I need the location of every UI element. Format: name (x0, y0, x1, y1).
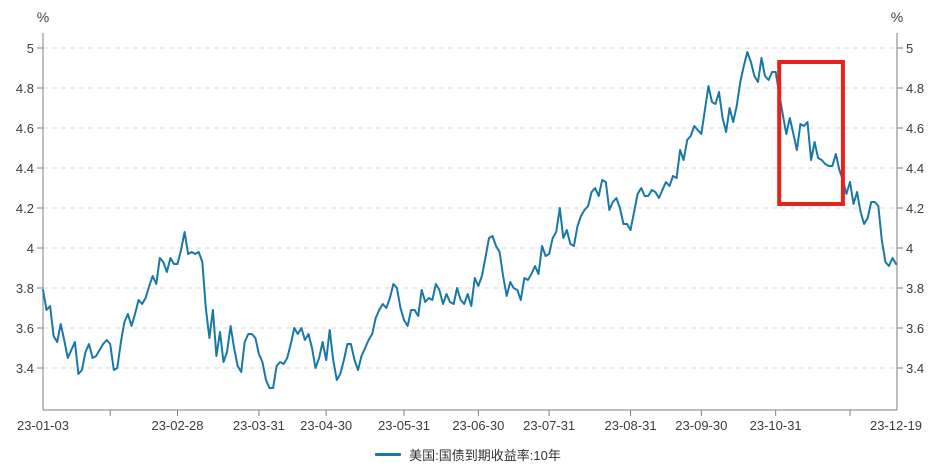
svg-text:4.6: 4.6 (906, 121, 924, 136)
svg-text:23-06-30: 23-06-30 (452, 418, 504, 433)
series-line (42, 51, 897, 389)
svg-text:5: 5 (906, 41, 913, 56)
svg-text:4.2: 4.2 (906, 201, 924, 216)
svg-text:4: 4 (27, 241, 34, 256)
svg-text:23-07-31: 23-07-31 (523, 418, 575, 433)
legend-line-marker (375, 452, 402, 456)
legend-series-label: 美国:国债到期收益率:10年 (409, 447, 561, 463)
svg-text:23-09-30: 23-09-30 (675, 418, 727, 433)
svg-text:23-01-03: 23-01-03 (17, 418, 69, 433)
right-axis-unit-label: % (891, 9, 903, 25)
svg-text:4.8: 4.8 (16, 81, 34, 96)
svg-text:4.2: 4.2 (16, 201, 34, 216)
legend: 美国:国债到期收益率:10年 (0, 444, 936, 464)
svg-text:23-03-31: 23-03-31 (233, 418, 285, 433)
svg-text:4: 4 (906, 241, 913, 256)
svg-text:23-08-31: 23-08-31 (605, 418, 657, 433)
axis-labels: 5 5 4.8 4.8 4.6 4.6 4.4 4.4 4.2 4.2 4 4 3.8 3.8 3.6 3.6… (16, 41, 924, 433)
svg-text:3.6: 3.6 (906, 321, 924, 336)
axes (37, 33, 903, 416)
svg-text:3.8: 3.8 (906, 281, 924, 296)
svg-text:23-12-19: 23-12-19 (870, 418, 922, 433)
svg-text:3.4: 3.4 (906, 361, 924, 376)
grid-lines (43, 47, 897, 369)
svg-text:23-05-31: 23-05-31 (378, 418, 430, 433)
svg-text:3.6: 3.6 (16, 321, 34, 336)
svg-text:23-02-28: 23-02-28 (151, 418, 203, 433)
left-axis-unit-label: % (37, 9, 49, 25)
svg-text:5: 5 (27, 41, 34, 56)
svg-text:4.4: 4.4 (16, 161, 34, 176)
svg-text:23-10-31: 23-10-31 (750, 418, 802, 433)
svg-text:4.8: 4.8 (906, 81, 924, 96)
svg-text:4.6: 4.6 (16, 121, 34, 136)
svg-text:3.4: 3.4 (16, 361, 34, 376)
highlight-box (777, 60, 845, 206)
svg-text:23-04-30: 23-04-30 (300, 418, 352, 433)
svg-text:4.4: 4.4 (906, 161, 924, 176)
svg-text:3.8: 3.8 (16, 281, 34, 296)
